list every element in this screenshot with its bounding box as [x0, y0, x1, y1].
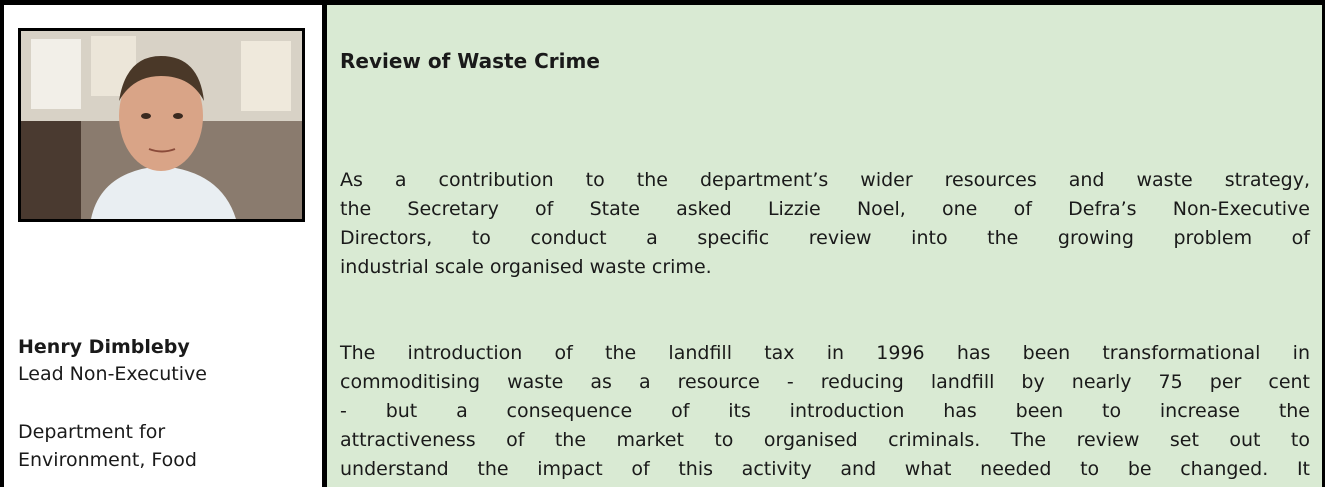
paragraph-line: industrial scale organised waste crime. — [340, 254, 1310, 280]
paragraph-line: commoditising waste as a resource - redu… — [340, 369, 1310, 395]
paragraph-line: - but a consequence of its introduction … — [340, 398, 1310, 424]
paragraph-line: The introduction of the landfill tax in … — [340, 340, 1310, 366]
article-title: Review of Waste Crime — [340, 49, 600, 73]
person-name: Henry Dimbleby — [18, 336, 190, 358]
paragraph-line: the Secretary of State asked Lizzie Noel… — [340, 196, 1310, 222]
organisation: Department for — [18, 421, 165, 443]
article-panel: Review of Waste Crime As a contribution … — [327, 5, 1322, 487]
paragraph-line: understand the impact of this activity a… — [340, 456, 1310, 482]
profile-photo — [18, 28, 305, 222]
organisation: Environment, Food — [18, 449, 197, 471]
paragraph-line: attractiveness of the market to organise… — [340, 427, 1310, 453]
page: Henry Dimbleby Lead Non-Executive Depart… — [0, 0, 1325, 487]
profile-column: Henry Dimbleby Lead Non-Executive Depart… — [4, 5, 327, 487]
person-role: Lead Non-Executive — [18, 363, 207, 385]
paragraph-line: Directors, to conduct a specific review … — [340, 225, 1310, 251]
frame: Henry Dimbleby Lead Non-Executive Depart… — [0, 0, 1325, 487]
paragraph-line: As a contribution to the department’s wi… — [340, 167, 1310, 193]
